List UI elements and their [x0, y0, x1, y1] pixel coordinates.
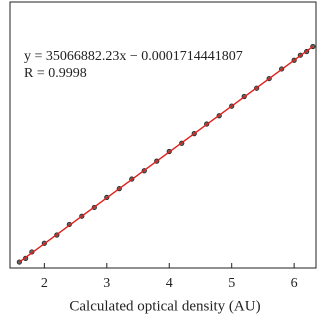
- x-tick-label: 2: [41, 276, 48, 291]
- plot-frame: [9, 1, 317, 269]
- r-value: R = 0.9998: [24, 66, 87, 81]
- x-tick-label: 4: [166, 276, 173, 291]
- fit-equation: y = 35066882.23x − 0.0001714441807: [24, 49, 243, 64]
- x-axis-label: Calculated optical density (AU): [69, 298, 260, 314]
- fit-line: [18, 45, 314, 263]
- x-tick-label: 5: [228, 276, 235, 291]
- x-tick-label: 3: [103, 276, 110, 291]
- x-tick-label: 6: [291, 276, 298, 291]
